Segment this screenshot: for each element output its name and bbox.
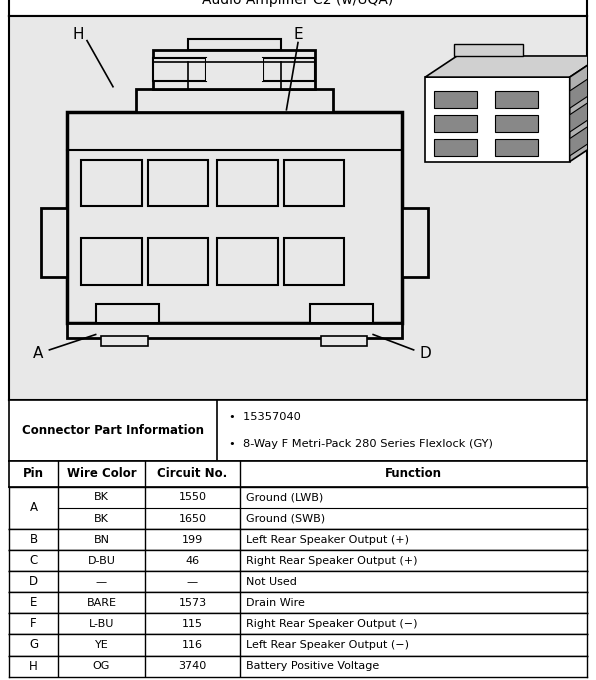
Polygon shape (425, 56, 596, 77)
Polygon shape (570, 118, 596, 156)
Text: —: — (187, 577, 198, 587)
Bar (41, 208, 67, 277)
Bar (434, 115, 477, 132)
Bar (206, 58, 263, 81)
Bar (402, 208, 428, 277)
Bar (217, 160, 278, 206)
Text: 199: 199 (182, 534, 203, 545)
Bar (495, 91, 538, 108)
Text: Ground (SWB): Ground (SWB) (246, 513, 325, 524)
Text: —: — (96, 577, 107, 587)
Text: Right Rear Speaker Output (+): Right Rear Speaker Output (+) (246, 556, 417, 566)
Bar (434, 139, 477, 156)
Bar (495, 139, 538, 156)
Text: Connector Part Information: Connector Part Information (22, 424, 204, 437)
Bar (284, 160, 344, 206)
Bar (284, 239, 344, 284)
Text: 1650: 1650 (178, 513, 206, 524)
Text: Audio Amplifier C2 (w/UQA): Audio Amplifier C2 (w/UQA) (203, 0, 393, 7)
Text: 116: 116 (182, 640, 203, 650)
Bar (495, 115, 538, 132)
Text: E: E (293, 27, 303, 42)
Text: Pin: Pin (23, 467, 44, 481)
Text: 46: 46 (185, 556, 200, 566)
Bar (454, 44, 523, 56)
Bar (309, 304, 373, 323)
Text: Circuit No.: Circuit No. (157, 467, 228, 481)
Text: 1550: 1550 (178, 492, 206, 503)
Bar (263, 58, 315, 81)
Text: 3740: 3740 (178, 661, 207, 671)
Text: Left Rear Speaker Output (−): Left Rear Speaker Output (−) (246, 640, 409, 650)
Text: Right Rear Speaker Output (−): Right Rear Speaker Output (−) (246, 619, 417, 629)
Text: Battery Positive Voltage: Battery Positive Voltage (246, 661, 379, 671)
Text: Function: Function (385, 467, 442, 481)
Text: BARE: BARE (86, 598, 116, 608)
Text: •  15357040: • 15357040 (229, 412, 300, 422)
Text: F: F (30, 617, 37, 630)
Text: D: D (29, 575, 38, 588)
Text: BK: BK (94, 492, 109, 503)
Text: L-BU: L-BU (89, 619, 114, 629)
Text: BK: BK (94, 513, 109, 524)
Text: Drain Wire: Drain Wire (246, 598, 305, 608)
Text: BN: BN (94, 534, 110, 545)
Bar (148, 239, 209, 284)
Bar (67, 323, 402, 339)
Text: Left Rear Speaker Output (+): Left Rear Speaker Output (+) (246, 534, 409, 545)
Bar (81, 160, 142, 206)
Bar (101, 337, 148, 346)
Polygon shape (570, 56, 596, 162)
Polygon shape (570, 70, 596, 108)
Text: D: D (420, 346, 431, 361)
Text: Not Used: Not Used (246, 577, 297, 587)
Bar (217, 239, 278, 284)
Text: H: H (73, 27, 84, 42)
Bar (148, 160, 209, 206)
Bar (153, 50, 315, 88)
Bar (434, 91, 477, 108)
Bar (188, 39, 281, 50)
Bar (321, 337, 367, 346)
Bar (81, 239, 142, 284)
Bar (136, 88, 333, 112)
Bar (67, 112, 402, 323)
Bar (95, 304, 159, 323)
Text: A: A (30, 501, 38, 515)
Text: E: E (30, 596, 37, 609)
Bar (425, 77, 570, 162)
Text: H: H (29, 660, 38, 673)
Text: 1573: 1573 (178, 598, 207, 608)
Text: YE: YE (95, 640, 108, 650)
Text: G: G (29, 639, 38, 651)
Polygon shape (570, 94, 596, 132)
Text: Ground (LWB): Ground (LWB) (246, 492, 323, 503)
Text: B: B (29, 533, 38, 546)
Bar (153, 58, 206, 81)
Text: •  8-Way F Metri-Pack 280 Series Flexlock (GY): • 8-Way F Metri-Pack 280 Series Flexlock… (229, 439, 492, 449)
Text: C: C (29, 554, 38, 567)
Text: OG: OG (93, 661, 110, 671)
Text: D-BU: D-BU (88, 556, 116, 566)
Text: 115: 115 (182, 619, 203, 629)
Text: A: A (33, 346, 43, 361)
Text: Wire Color: Wire Color (67, 467, 136, 481)
